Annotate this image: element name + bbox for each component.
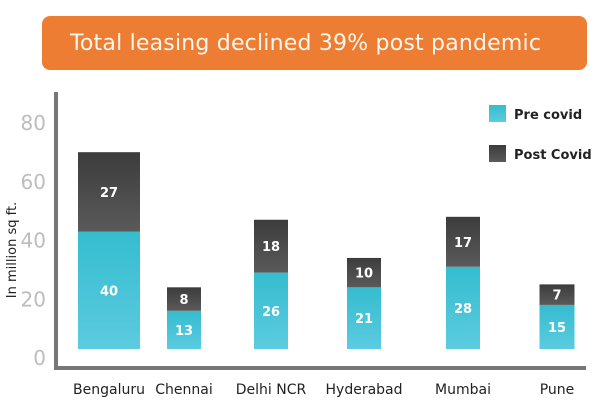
data-label: 27 [100, 186, 118, 201]
bar-pre-covid [347, 287, 381, 349]
bar-post-covid [446, 216, 480, 267]
bar-post-covid [539, 284, 575, 305]
x-tick-label: Mumbai [435, 382, 491, 398]
data-label: 17 [454, 236, 472, 251]
legend-swatch [489, 145, 506, 162]
bar-pre-covid [539, 304, 575, 349]
bar-post-covid [167, 287, 201, 311]
x-tick-label: Delhi NCR [236, 382, 307, 398]
data-label: 28 [454, 302, 472, 317]
legend-label: Pre covid [514, 108, 582, 123]
y-tick-label: 0 [33, 346, 46, 370]
data-label: 15 [548, 321, 566, 336]
y-tick-label: 20 [21, 287, 46, 311]
bar-post-covid [347, 257, 381, 288]
data-label: 10 [355, 267, 373, 282]
data-label: 13 [175, 324, 193, 339]
data-label: 26 [262, 305, 280, 320]
data-label: 40 [100, 284, 118, 299]
y-tick-label: 60 [21, 170, 46, 194]
bar-pre-covid [254, 272, 288, 349]
bar-pre-covid [446, 266, 480, 349]
y-tick-label: 80 [21, 111, 46, 135]
x-tick-label: Pune [540, 382, 575, 398]
x-tick-label: Bengaluru [73, 382, 145, 398]
y-axis-label: In million sq ft. [5, 202, 20, 298]
data-label: 8 [179, 293, 188, 308]
bar-post-covid [78, 152, 140, 232]
y-tick-label: 40 [21, 229, 46, 253]
chart-title: Total leasing declined 39% post pandemic [70, 30, 542, 56]
x-tick-label: Hyderabad [326, 382, 403, 398]
data-label: 21 [355, 312, 373, 327]
bar-pre-covid [167, 310, 201, 349]
bar-pre-covid [78, 231, 140, 349]
data-label: 18 [262, 240, 280, 255]
legend-swatch [489, 105, 506, 122]
data-label: 7 [552, 289, 561, 304]
legend-label: Post Covid [514, 148, 592, 163]
chart-title-banner: Total leasing declined 39% post pandemic [42, 16, 587, 70]
bar-post-covid [254, 219, 288, 273]
x-tick-label: Chennai [155, 382, 212, 398]
